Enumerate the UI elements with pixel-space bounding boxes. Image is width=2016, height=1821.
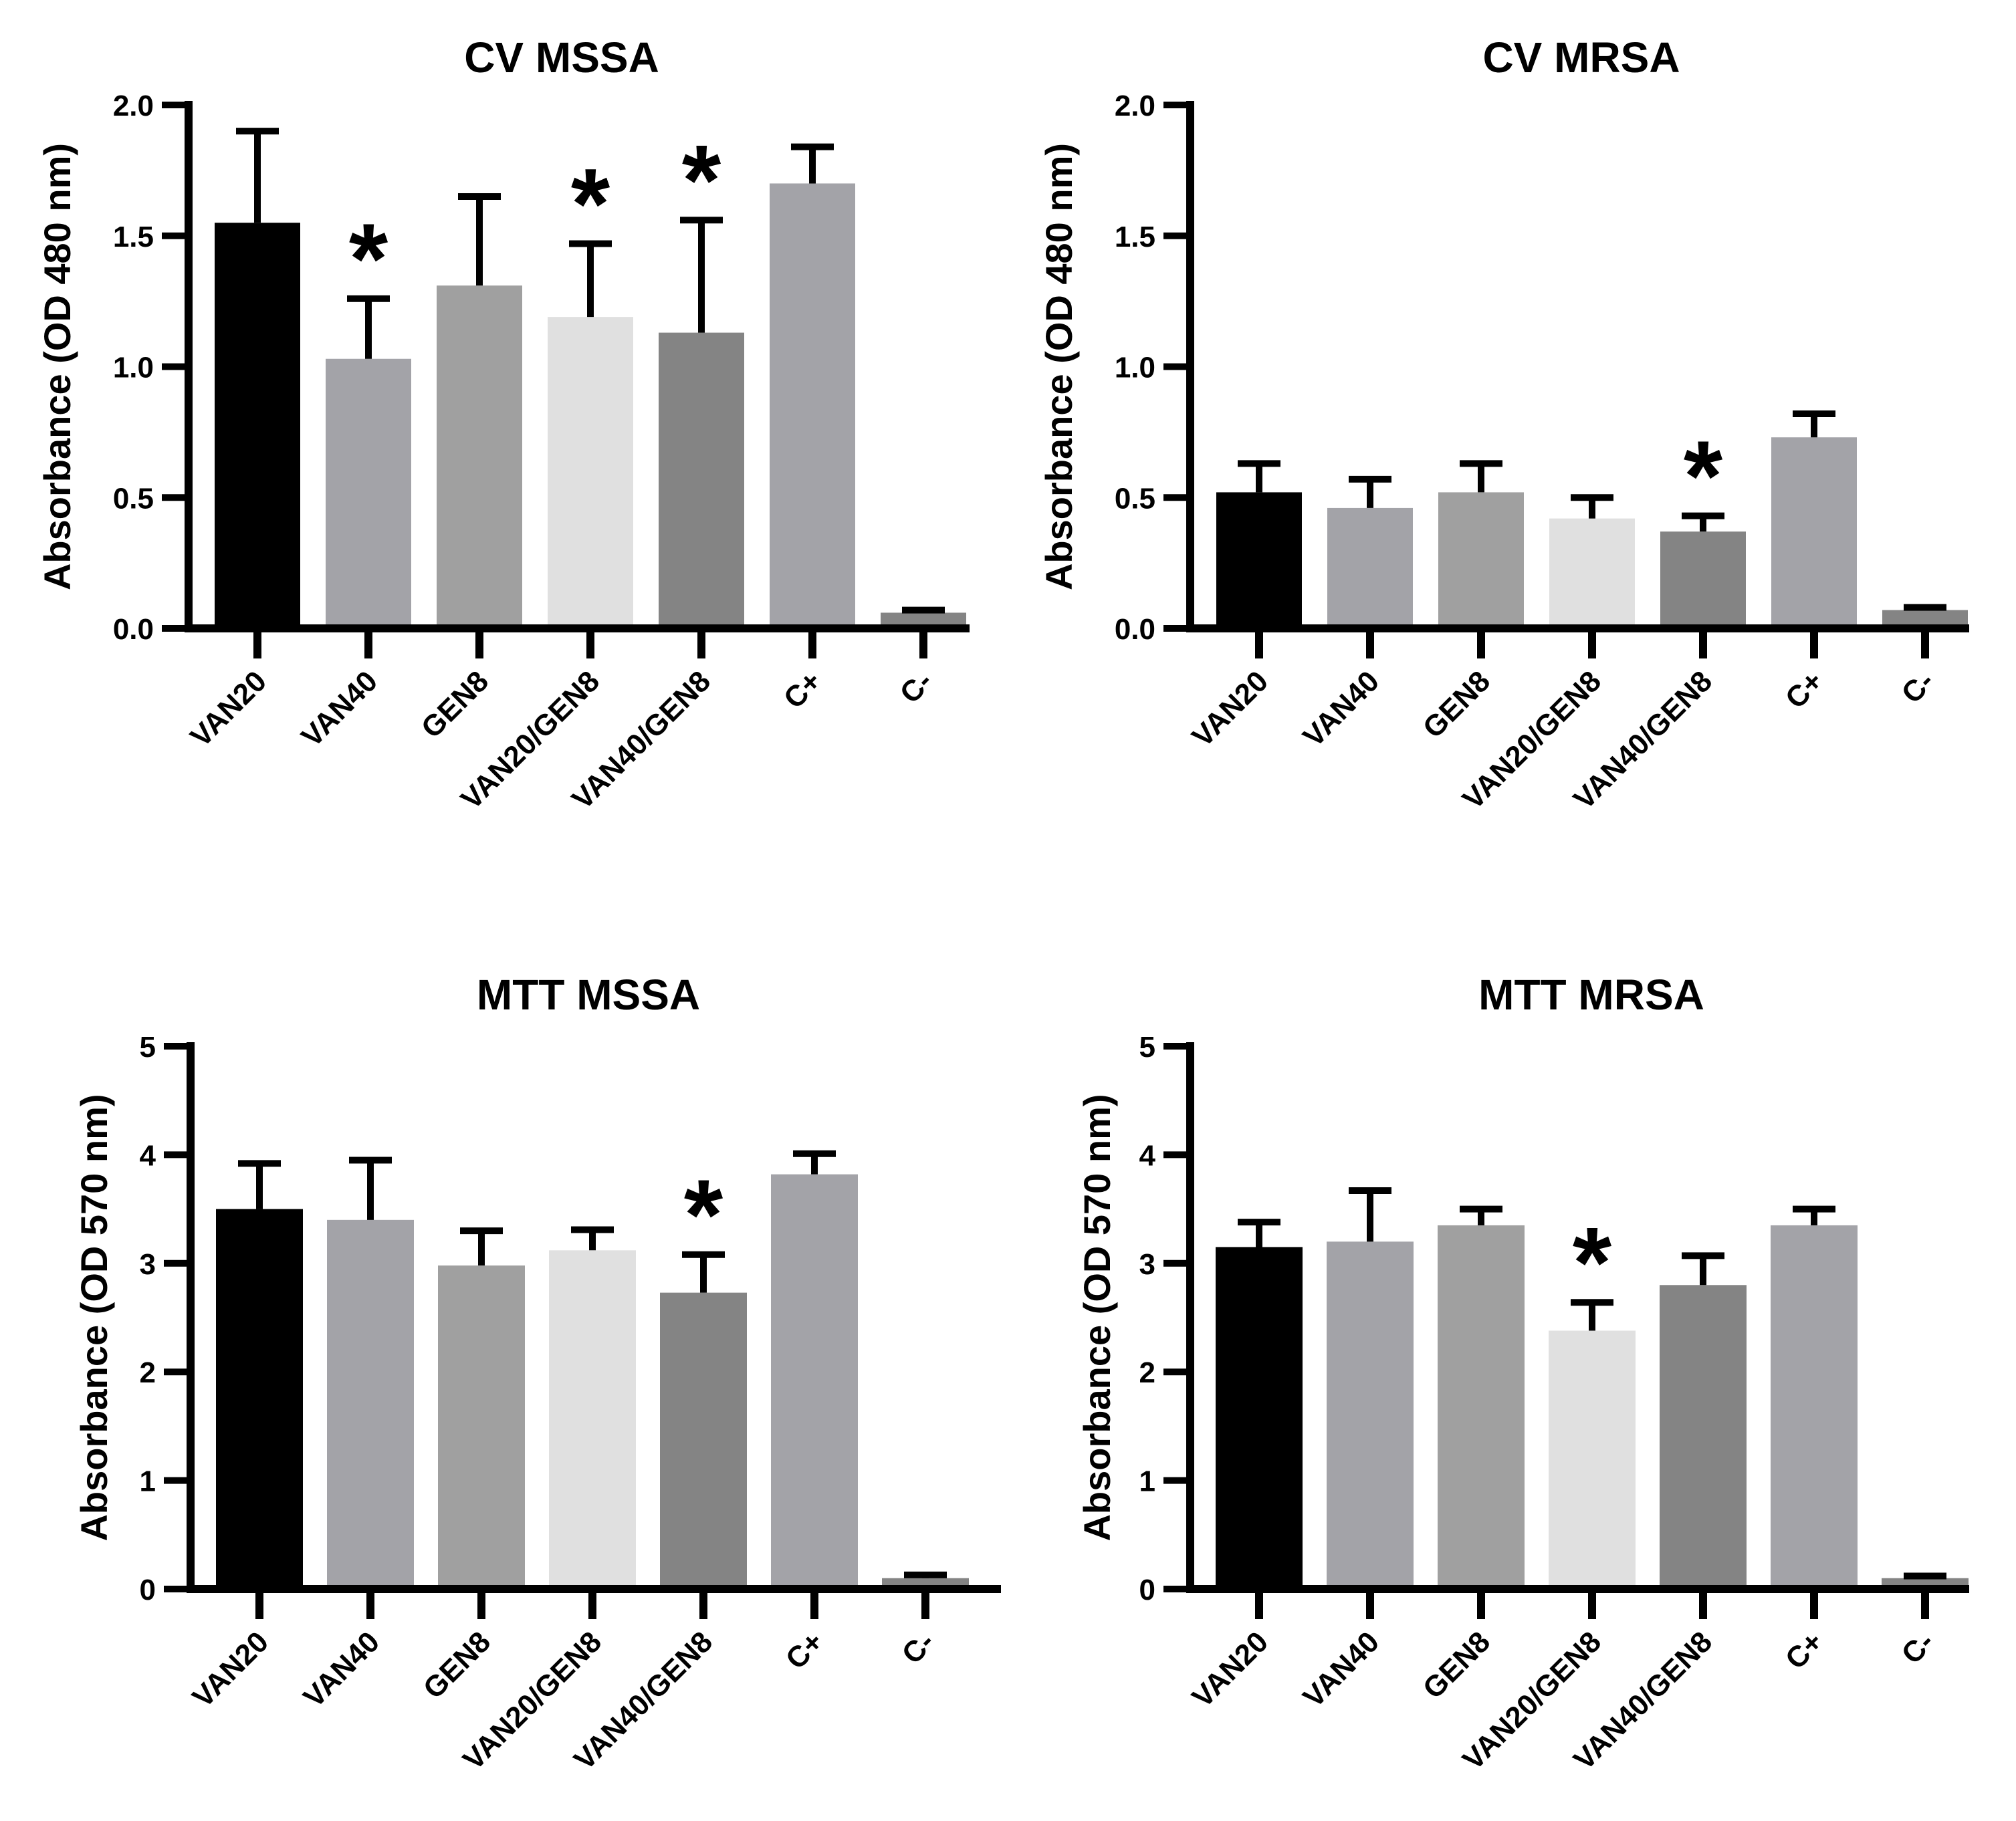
y-tick-label: 0.5 bbox=[1115, 482, 1155, 515]
bar-van40 bbox=[1327, 1241, 1414, 1589]
bar-van40 bbox=[326, 358, 411, 628]
y-tick-label: 2 bbox=[140, 1356, 156, 1389]
chart-panel-2: CV MRSA Absorbance (OD 480 nm) VAN20 VAN40 G… bbox=[1038, 33, 1969, 816]
significance-star: * bbox=[1684, 420, 1723, 532]
x-tick-label: C- bbox=[1896, 664, 1940, 709]
y-tick-label: 1.0 bbox=[1115, 352, 1155, 384]
y-axis-label: Absorbance (OD 570 nm) bbox=[1076, 1094, 1118, 1541]
y-axis-label: Absorbance (OD 480 nm) bbox=[36, 143, 78, 590]
x-tick-label: C+ bbox=[780, 1625, 830, 1675]
bar-van40 bbox=[1327, 507, 1413, 628]
y-tick-label: 3 bbox=[1139, 1248, 1155, 1281]
significance-star: * bbox=[349, 203, 388, 315]
y-tick-label: 0.5 bbox=[113, 482, 154, 515]
x-tick-label: C+ bbox=[1779, 1625, 1829, 1675]
bar-gen8 bbox=[1438, 492, 1524, 628]
y-axis-label: Absorbance (OD 480 nm) bbox=[1038, 143, 1080, 590]
x-tick-label: C+ bbox=[1779, 664, 1829, 715]
bar-c- bbox=[1771, 437, 1857, 628]
y-tick-label: 0.0 bbox=[113, 613, 154, 646]
bar-van20 bbox=[1216, 1247, 1303, 1589]
y-tick-label: 3 bbox=[140, 1248, 156, 1281]
x-tick-label: C- bbox=[894, 664, 939, 709]
y-axis-label: Absorbance (OD 570 nm) bbox=[73, 1094, 115, 1541]
y-tick-label: 1.0 bbox=[113, 352, 154, 384]
chart-title: MTT MRSA bbox=[1478, 971, 1704, 1019]
chart-title: CV MSSA bbox=[464, 33, 659, 82]
bar-gen8 bbox=[1438, 1225, 1525, 1589]
bar-van20-gen8 bbox=[548, 317, 633, 628]
significance-star: * bbox=[571, 147, 610, 259]
chart-panel-1: CV MSSA Absorbance (OD 480 nm) VAN20 * VAN40… bbox=[36, 33, 970, 816]
y-tick-label: 2.0 bbox=[1115, 90, 1155, 122]
bar-gen8 bbox=[437, 285, 522, 628]
x-tick-label: GEN8 bbox=[415, 664, 495, 744]
x-tick-label: VAN20 bbox=[186, 1625, 275, 1714]
x-tick-label: GEN8 bbox=[417, 1625, 497, 1705]
significance-star: * bbox=[682, 124, 721, 236]
x-tick-label: C- bbox=[896, 1625, 941, 1670]
bar-c- bbox=[770, 183, 855, 628]
bar-van40-gen8 bbox=[1660, 531, 1746, 628]
x-tick-label: VAN40 bbox=[1297, 1625, 1385, 1714]
bar-c- bbox=[771, 1174, 858, 1589]
y-tick-label: 1 bbox=[1139, 1465, 1155, 1498]
significance-star: * bbox=[1573, 1206, 1612, 1318]
y-tick-label: 1 bbox=[140, 1465, 156, 1498]
y-tick-label: 1.5 bbox=[1115, 221, 1155, 253]
bar-van40 bbox=[327, 1219, 414, 1589]
y-tick-label: 1.5 bbox=[113, 221, 154, 253]
chart-panel-4: MTT MRSA Absorbance (OD 570 nm) VAN20 VAN40… bbox=[1076, 971, 1969, 1776]
x-tick-label: VAN40 bbox=[295, 664, 384, 753]
y-tick-label: 2 bbox=[1139, 1356, 1155, 1389]
y-tick-label: 5 bbox=[140, 1031, 156, 1064]
bar-gen8 bbox=[438, 1265, 525, 1589]
x-tick-label: VAN20 bbox=[1186, 1625, 1274, 1714]
x-tick-label: GEN8 bbox=[1417, 664, 1496, 744]
y-tick-label: 4 bbox=[140, 1139, 156, 1172]
y-tick-label: 5 bbox=[1139, 1031, 1155, 1064]
x-tick-label: C- bbox=[1896, 1625, 1940, 1670]
bar-c- bbox=[1771, 1225, 1858, 1589]
chart-panel-3: MTT MSSA Absorbance (OD 570 nm) VAN20 VAN40… bbox=[73, 971, 1001, 1776]
y-tick-label: 2.0 bbox=[113, 90, 154, 122]
x-tick-label: VAN20 bbox=[1186, 664, 1274, 753]
x-tick-label: VAN40 bbox=[297, 1625, 386, 1714]
chart-title: MTT MSSA bbox=[477, 971, 700, 1019]
significance-star: * bbox=[684, 1159, 723, 1271]
y-tick-label: 0 bbox=[140, 1574, 156, 1606]
x-tick-label: GEN8 bbox=[1417, 1625, 1496, 1705]
bar-van40-gen8 bbox=[659, 332, 744, 628]
bar-van20-gen8 bbox=[1549, 1330, 1636, 1589]
y-tick-label: 0.0 bbox=[1115, 613, 1155, 646]
y-tick-label: 0 bbox=[1139, 1574, 1155, 1606]
bar-van20 bbox=[1216, 492, 1302, 628]
y-tick-label: 4 bbox=[1139, 1139, 1156, 1172]
bar-van20-gen8 bbox=[549, 1250, 636, 1589]
chart-title: CV MRSA bbox=[1482, 33, 1680, 82]
bar-van20 bbox=[215, 223, 300, 628]
bar-van20-gen8 bbox=[1549, 518, 1635, 628]
bar-van40-gen8 bbox=[660, 1292, 747, 1589]
x-tick-label: VAN20 bbox=[184, 664, 273, 753]
bar-van40-gen8 bbox=[1660, 1285, 1747, 1589]
x-tick-label: VAN40 bbox=[1297, 664, 1385, 753]
bar-van20 bbox=[216, 1209, 303, 1589]
x-tick-label: C+ bbox=[778, 664, 828, 715]
